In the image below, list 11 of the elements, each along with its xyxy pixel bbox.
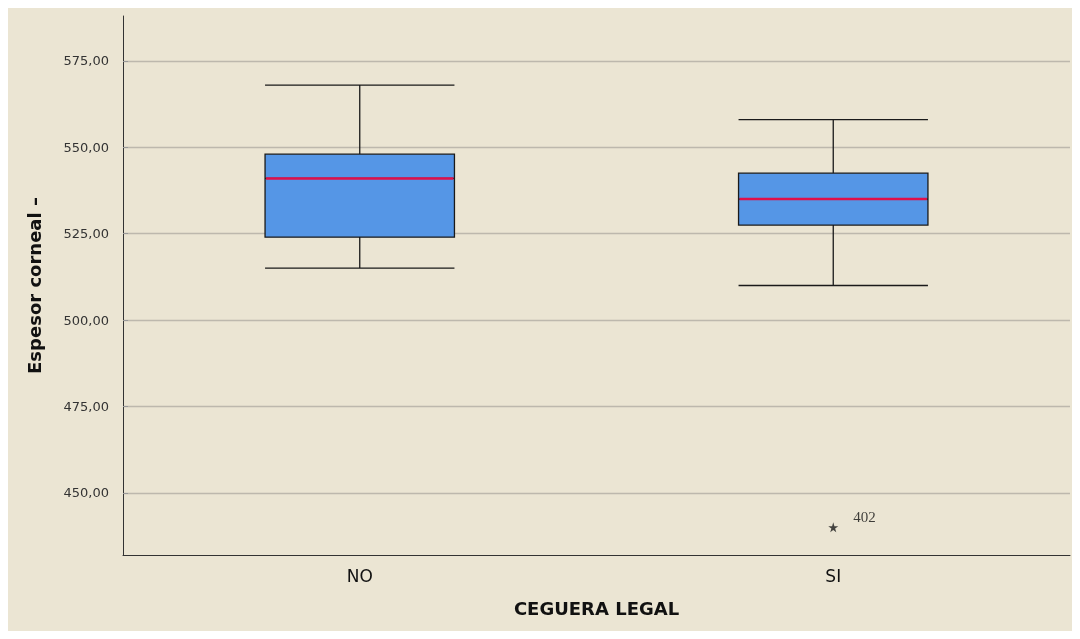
y-tick-label: 525,00 <box>63 226 109 242</box>
y-tick-label: 475,00 <box>63 398 109 414</box>
x-tick-label: NO <box>346 565 373 586</box>
y-tick-label: 575,00 <box>63 53 109 69</box>
x-tick-label: SI <box>825 565 842 586</box>
y-axis-title: Espesor corneal – <box>23 197 45 374</box>
x-axis-title: CEGUERA LEGAL <box>513 597 680 619</box>
y-tick-label: 450,00 <box>63 485 109 501</box>
y-tick-label: 550,00 <box>63 139 109 155</box>
y-tick-label: 500,00 <box>63 312 109 328</box>
annotation: 402 <box>853 509 876 526</box>
